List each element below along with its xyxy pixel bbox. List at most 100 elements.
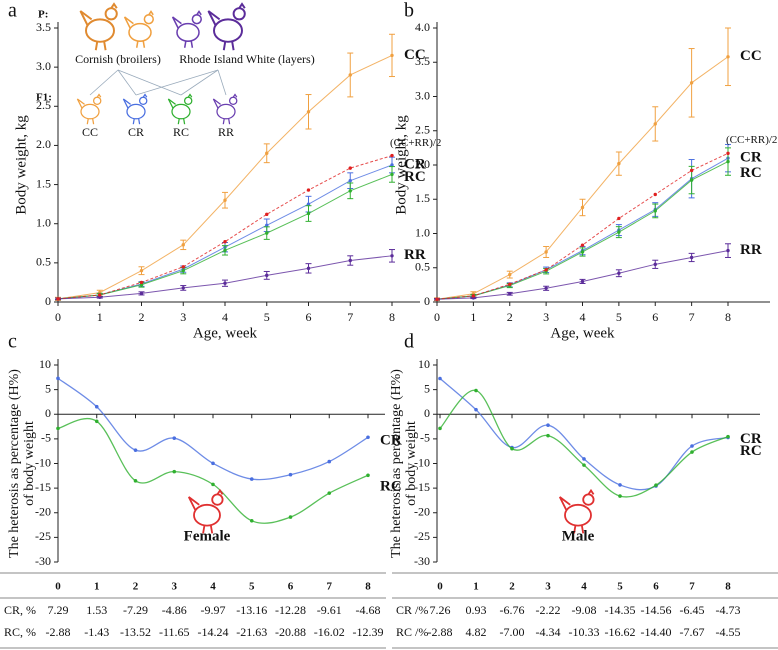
x-tick-label: 1 (470, 310, 476, 324)
table-header: 3 (172, 581, 178, 593)
x-axis-label: Age, week (550, 325, 615, 341)
table-cell: -9.97 (201, 603, 226, 617)
chicken-tail (76, 93, 102, 125)
point (474, 407, 478, 412)
table-cell: -4.86 (162, 603, 187, 617)
inset-parent: Rhode Island White (layers) (179, 52, 314, 66)
x-tick-label: 6 (306, 310, 312, 324)
point (544, 250, 548, 254)
table-cell: -4.73 (716, 603, 741, 617)
point (366, 473, 370, 478)
chicken-body (213, 18, 243, 43)
table-cell: 1.53 (86, 603, 107, 617)
table-cell: 7.29 (48, 603, 69, 617)
point (56, 376, 60, 381)
table-cell: -16.62 (605, 625, 636, 639)
y-tick-label: 2.0 (415, 157, 430, 171)
x-tick-label: 5 (264, 310, 270, 324)
point (348, 178, 352, 183)
point (544, 286, 548, 290)
point (56, 426, 60, 431)
y-tick-label: 2.5 (36, 98, 51, 112)
point (617, 216, 621, 221)
point (98, 295, 102, 300)
table-cell: -13.16 (236, 603, 267, 617)
chicken-head (183, 96, 193, 106)
point (653, 262, 657, 267)
point (689, 255, 694, 260)
x-tick-label: 8 (725, 310, 731, 324)
point (653, 192, 657, 197)
series-label: (CC+RR)/2 (726, 134, 777, 146)
series-label: RR (740, 242, 762, 258)
series-label: CR (380, 433, 402, 449)
series-line (57, 417, 369, 524)
inset-offspring: CR (128, 125, 144, 139)
point (582, 463, 586, 467)
point (689, 168, 694, 173)
x-axis-label: Age, week (193, 325, 258, 341)
cross-line (217, 69, 227, 96)
point (249, 518, 254, 523)
chicken-body (128, 22, 152, 42)
point (617, 271, 621, 275)
point (390, 53, 394, 58)
table-cell: -7.29 (123, 603, 148, 617)
table-header: 4 (581, 581, 587, 593)
table-cell: -2.88 (46, 625, 71, 639)
point (133, 479, 138, 483)
table-cell: -9.08 (572, 603, 597, 617)
table-cell: 7.26 (430, 603, 451, 617)
table-header: 1 (94, 581, 100, 593)
table-header: 2 (509, 581, 515, 593)
point (265, 223, 269, 227)
point (366, 435, 370, 440)
table-cell: -4.34 (536, 625, 561, 639)
point (223, 198, 227, 202)
chicken-tail (558, 488, 595, 534)
chicken-icon (212, 93, 238, 125)
chicken-tail (212, 93, 238, 125)
series-label: CR (740, 431, 762, 447)
chicken-body (193, 503, 221, 527)
y-tick-label: -10 (35, 455, 51, 469)
point (390, 163, 394, 167)
y-axis-label: Body weight, kg (393, 115, 409, 215)
series-line (439, 389, 729, 498)
table-header: 7 (327, 581, 333, 593)
y-tick-label: 1.0 (415, 225, 430, 239)
chicken-tail (207, 2, 246, 51)
y-tick-label: 3.5 (36, 20, 51, 34)
point (211, 482, 215, 487)
table-cell: -4.68 (356, 603, 381, 617)
y-tick-label: 0 (424, 406, 430, 420)
table-header: 1 (473, 581, 479, 593)
point (546, 423, 550, 427)
chicken-tail (122, 93, 148, 125)
series-line (436, 56, 729, 300)
y-axis-label: of body weight (404, 421, 419, 506)
point (327, 491, 332, 495)
y-tick-label: 3.5 (415, 54, 430, 68)
chicken-tail (167, 93, 193, 125)
table-cell: -20.88 (275, 625, 306, 639)
table-cell: -7.00 (500, 625, 525, 639)
table-header: 6 (288, 581, 294, 593)
point (94, 404, 99, 409)
series-label: RC (404, 169, 426, 185)
point (348, 166, 352, 170)
series-line (436, 161, 729, 300)
table-cell: -16.02 (314, 625, 345, 639)
point (653, 122, 657, 126)
y-tick-label: 0 (45, 294, 51, 308)
y-tick-label: -10 (414, 455, 430, 469)
x-tick-label: 5 (616, 310, 622, 324)
chicken-icon (558, 488, 595, 534)
panel-letter: c (8, 331, 17, 353)
inset-parent: Cornish (broilers) (75, 52, 161, 66)
point (181, 268, 185, 273)
x-tick-label: 3 (180, 310, 186, 324)
point (474, 388, 478, 393)
chicken-body (176, 22, 200, 42)
